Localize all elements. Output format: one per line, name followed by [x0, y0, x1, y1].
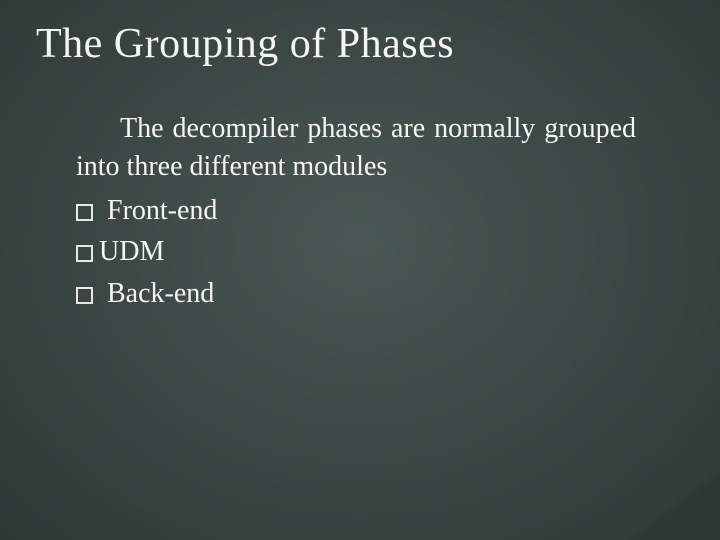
bullet-label: UDM: [99, 233, 164, 271]
square-bullet-icon: [76, 204, 93, 221]
slide-title: The Grouping of Phases: [36, 20, 684, 68]
slide-container: The Grouping of Phases The decompiler ph…: [0, 0, 720, 540]
intro-paragraph: The decompiler phases are normally group…: [76, 110, 636, 186]
bullet-label: Back-end: [107, 275, 214, 313]
corner-accent-decoration: [630, 472, 720, 540]
square-bullet-icon: [76, 245, 93, 262]
bullet-item: UDM: [76, 233, 636, 271]
square-bullet-icon: [76, 287, 93, 304]
bullet-label: Front-end: [107, 192, 217, 230]
bullet-item: Front-end: [76, 192, 636, 230]
bullet-item: Back-end: [76, 275, 636, 313]
slide-body: The decompiler phases are normally group…: [76, 110, 636, 313]
